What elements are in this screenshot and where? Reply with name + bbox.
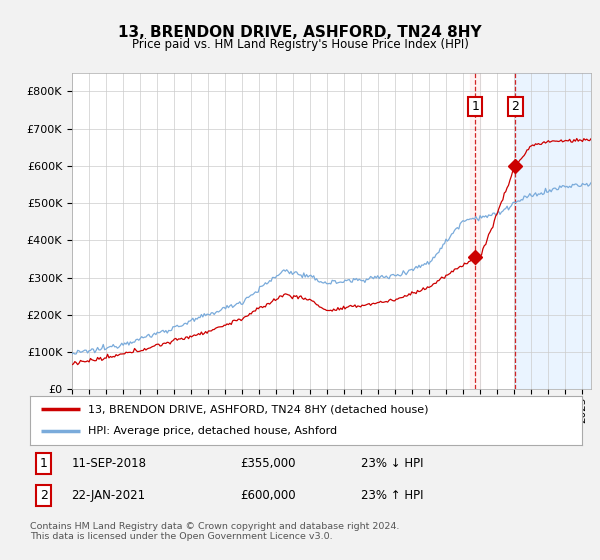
Text: 1: 1 <box>471 100 479 113</box>
Text: 13, BRENDON DRIVE, ASHFORD, TN24 8HY: 13, BRENDON DRIVE, ASHFORD, TN24 8HY <box>118 25 482 40</box>
Text: £355,000: £355,000 <box>240 457 295 470</box>
Text: 1: 1 <box>40 457 48 470</box>
Text: 11-SEP-2018: 11-SEP-2018 <box>71 457 146 470</box>
Bar <box>470 73 480 389</box>
Text: 2: 2 <box>40 489 48 502</box>
Text: 23% ↓ HPI: 23% ↓ HPI <box>361 457 424 470</box>
Text: 2: 2 <box>512 100 520 113</box>
Text: HPI: Average price, detached house, Ashford: HPI: Average price, detached house, Ashf… <box>88 426 337 436</box>
Text: Price paid vs. HM Land Registry's House Price Index (HPI): Price paid vs. HM Land Registry's House … <box>131 38 469 51</box>
Text: Contains HM Land Registry data © Crown copyright and database right 2024.
This d: Contains HM Land Registry data © Crown c… <box>30 522 400 542</box>
Bar <box>515 73 591 389</box>
Text: 13, BRENDON DRIVE, ASHFORD, TN24 8HY (detached house): 13, BRENDON DRIVE, ASHFORD, TN24 8HY (de… <box>88 404 428 414</box>
Text: 22-JAN-2021: 22-JAN-2021 <box>71 489 146 502</box>
Text: 23% ↑ HPI: 23% ↑ HPI <box>361 489 424 502</box>
Text: £600,000: £600,000 <box>240 489 295 502</box>
